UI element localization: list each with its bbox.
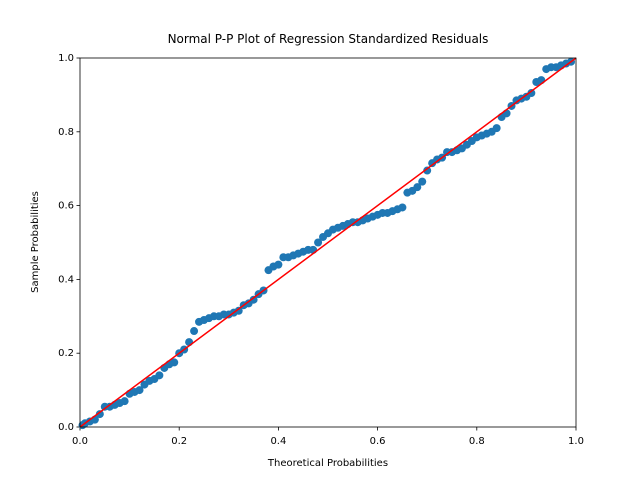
point [95, 410, 104, 419]
point [398, 203, 407, 212]
point [314, 238, 323, 247]
x-tick-label: 0.8 [469, 436, 485, 447]
point [423, 166, 432, 175]
y-tick-label: 0.6 [58, 201, 74, 212]
x-tick-label: 1.0 [568, 436, 584, 447]
point [190, 327, 199, 336]
x-tick-label: 0.2 [171, 436, 187, 447]
point [170, 358, 179, 367]
y-axis-label: Sample Probabilities [30, 191, 41, 293]
point [274, 260, 283, 269]
point [418, 177, 427, 186]
y-tick-label: 0.8 [58, 127, 74, 138]
x-tick-label: 0.4 [270, 436, 286, 447]
chart-title: Normal P-P Plot of Regression Standardiz… [168, 32, 489, 46]
x-tick-label: 0.0 [72, 436, 88, 447]
reference-line [79, 57, 577, 428]
point [135, 386, 144, 395]
x-tick-label: 0.6 [370, 436, 386, 447]
point [120, 397, 129, 406]
y-tick-label: 1.0 [58, 53, 74, 64]
point [527, 89, 536, 98]
y-tick-label: 0.4 [58, 274, 74, 285]
point [492, 124, 501, 133]
point [155, 371, 164, 380]
x-axis-label: Theoretical Probabilities [267, 458, 388, 469]
point [234, 306, 243, 315]
plot-frame [79, 57, 577, 428]
y-tick-label: 0.2 [58, 348, 74, 359]
point [413, 183, 422, 192]
y-tick-label: 0.0 [58, 422, 74, 433]
point [249, 295, 258, 304]
